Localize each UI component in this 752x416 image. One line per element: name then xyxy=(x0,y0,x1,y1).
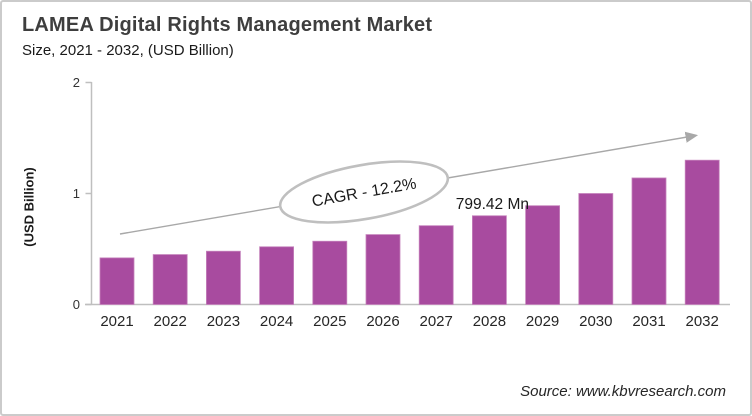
y-tick-label: 0 xyxy=(73,297,80,312)
bar-2026 xyxy=(365,234,401,305)
x-tick-label: 2028 xyxy=(473,313,506,330)
bar-2021 xyxy=(99,257,135,305)
bar-2032 xyxy=(684,159,720,305)
bar-2030 xyxy=(578,193,614,305)
cagr-annotation-group: CAGR - 12.2% xyxy=(278,160,450,224)
bar-2024 xyxy=(259,246,295,305)
x-tick-label: 2029 xyxy=(526,313,559,330)
bar-2029 xyxy=(525,205,560,305)
bar-2023 xyxy=(205,250,241,305)
x-tick-label: 2032 xyxy=(686,313,719,330)
bar-2025 xyxy=(312,240,348,305)
chart-title: LAMEA Digital Rights Management Market xyxy=(22,14,433,36)
y-tick-label: 2 xyxy=(73,75,80,90)
bar-2031 xyxy=(631,177,667,305)
x-tick-label: 2031 xyxy=(632,313,665,330)
cagr-ellipse xyxy=(278,160,450,224)
x-tick-label: 2021 xyxy=(100,313,133,330)
x-tick-label: 2027 xyxy=(420,313,453,330)
x-tick-label: 2030 xyxy=(579,313,612,330)
chart-subtitle: Size, 2021 - 2032, (USD Billion) xyxy=(22,42,234,59)
y-tick-label: 1 xyxy=(73,186,80,201)
x-tick-label: 2025 xyxy=(313,313,346,330)
source-credit: Source: www.kbvresearch.com xyxy=(520,383,726,400)
bar-value-label: 799.42 Mn xyxy=(456,196,529,213)
bar-2027 xyxy=(418,225,454,305)
bar-2022 xyxy=(152,254,188,305)
x-tick-label: 2023 xyxy=(207,313,240,330)
x-tick-label: 2026 xyxy=(366,313,399,330)
x-tick-label: 2022 xyxy=(154,313,187,330)
bar-2028 xyxy=(471,215,507,305)
x-tick-label: 2024 xyxy=(260,313,293,330)
